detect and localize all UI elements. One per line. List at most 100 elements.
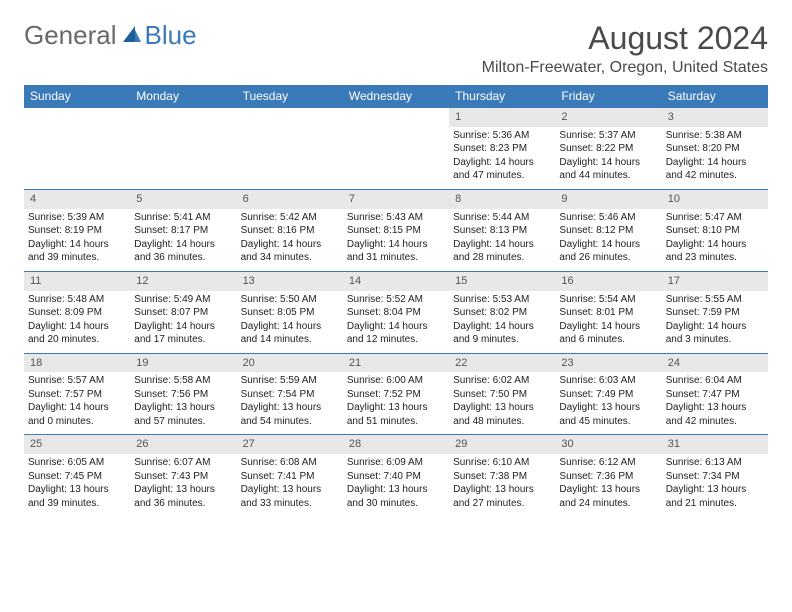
daylight-text: Daylight: 14 hours and 12 minutes. [347,320,445,347]
logo-text-blue: Blue [145,20,197,51]
weekday-header: Thursday [449,85,555,107]
daylight-text: Daylight: 14 hours and 39 minutes. [28,238,126,265]
day-cell: 13 Sunrise: 5:50 AMSunset: 8:05 PMDayligh… [237,272,343,353]
sunset-text: Sunset: 8:10 PM [666,224,764,238]
day-body: Sunrise: 5:52 AMSunset: 8:04 PMDaylight:… [343,293,449,347]
calendar: SundayMondayTuesdayWednesdayThursdayFrid… [24,85,768,516]
sunrise-text: Sunrise: 6:10 AM [453,456,551,470]
day-number: 4 [24,190,130,209]
daylight-text: Daylight: 13 hours and 57 minutes. [134,401,232,428]
sunrise-text: Sunrise: 5:55 AM [666,293,764,307]
daylight-text: Daylight: 13 hours and 42 minutes. [666,401,764,428]
day-body: Sunrise: 6:12 AMSunset: 7:36 PMDaylight:… [555,456,661,510]
day-cell: 5Sunrise: 5:41 AMSunset: 8:17 PMDaylight… [130,190,236,271]
day-cell: 7Sunrise: 5:43 AMSunset: 8:15 PMDaylight… [343,190,449,271]
sunset-text: Sunset: 7:43 PM [134,470,232,484]
day-body: Sunrise: 6:08 AMSunset: 7:41 PMDaylight:… [237,456,343,510]
sunset-text: Sunset: 8:09 PM [28,306,126,320]
daylight-text: Daylight: 14 hours and 44 minutes. [559,156,657,183]
daylight-text: Daylight: 14 hours and 17 minutes. [134,320,232,347]
logo-sail-icon [121,20,143,51]
daylight-text: Daylight: 14 hours and 42 minutes. [666,156,764,183]
sunrise-text: Sunrise: 6:03 AM [559,374,657,388]
day-body: Sunrise: 5:37 AMSunset: 8:22 PMDaylight:… [555,129,661,183]
sunset-text: Sunset: 8:17 PM [134,224,232,238]
day-cell: 8Sunrise: 5:44 AMSunset: 8:13 PMDaylight… [449,190,555,271]
sunset-text: Sunset: 8:02 PM [453,306,551,320]
daylight-text: Daylight: 14 hours and 0 minutes. [28,401,126,428]
day-number: 16 [555,272,661,291]
day-cell: 30Sunrise: 6:12 AMSunset: 7:36 PMDayligh… [555,435,661,516]
day-number: 27 [237,435,343,454]
day-cell: 21Sunrise: 6:00 AMSunset: 7:52 PMDayligh… [343,354,449,435]
daylight-text: Daylight: 14 hours and 31 minutes. [347,238,445,265]
day-body: Sunrise: 6:07 AMSunset: 7:43 PMDaylight:… [130,456,236,510]
day-body: Sunrise: 5:55 AMSunset: 7:59 PMDaylight:… [662,293,768,347]
day-cell: 23Sunrise: 6:03 AMSunset: 7:49 PMDayligh… [555,354,661,435]
sunrise-text: Sunrise: 5:53 AM [453,293,551,307]
day-number: 31 [662,435,768,454]
sunset-text: Sunset: 8:01 PM [559,306,657,320]
daylight-text: Daylight: 13 hours and 24 minutes. [559,483,657,510]
sunset-text: Sunset: 8:20 PM [666,142,764,156]
daylight-text: Daylight: 13 hours and 48 minutes. [453,401,551,428]
day-body: Sunrise: 5:53 AMSunset: 8:02 PMDaylight:… [449,293,555,347]
day-body: Sunrise: 6:00 AMSunset: 7:52 PMDaylight:… [343,374,449,428]
day-number: 19 [130,354,236,373]
sunrise-text: Sunrise: 5:57 AM [28,374,126,388]
sunrise-text: Sunrise: 5:43 AM [347,211,445,225]
title-block: August 2024 Milton-Freewater, Oregon, Un… [482,20,768,77]
day-cell [343,108,449,189]
day-number: 13 [237,272,343,291]
daylight-text: Daylight: 14 hours and 9 minutes. [453,320,551,347]
sunrise-text: Sunrise: 6:00 AM [347,374,445,388]
day-body: Sunrise: 6:10 AMSunset: 7:38 PMDaylight:… [449,456,555,510]
daylight-text: Daylight: 13 hours and 45 minutes. [559,401,657,428]
day-cell: 28Sunrise: 6:09 AMSunset: 7:40 PMDayligh… [343,435,449,516]
sunset-text: Sunset: 8:05 PM [241,306,339,320]
sunset-text: Sunset: 7:40 PM [347,470,445,484]
sunset-text: Sunset: 8:07 PM [134,306,232,320]
day-number: 26 [130,435,236,454]
sunrise-text: Sunrise: 5:42 AM [241,211,339,225]
sunrise-text: Sunrise: 6:08 AM [241,456,339,470]
day-body: Sunrise: 5:58 AMSunset: 7:56 PMDaylight:… [130,374,236,428]
day-cell: 18Sunrise: 5:57 AMSunset: 7:57 PMDayligh… [24,354,130,435]
daylight-text: Daylight: 14 hours and 28 minutes. [453,238,551,265]
day-body: Sunrise: 5:39 AMSunset: 8:19 PMDaylight:… [24,211,130,265]
sunset-text: Sunset: 8:13 PM [453,224,551,238]
sunrise-text: Sunrise: 5:52 AM [347,293,445,307]
day-cell: 25Sunrise: 6:05 AMSunset: 7:45 PMDayligh… [24,435,130,516]
daylight-text: Daylight: 14 hours and 26 minutes. [559,238,657,265]
day-cell: 6Sunrise: 5:42 AMSunset: 8:16 PMDaylight… [237,190,343,271]
sunrise-text: Sunrise: 5:59 AM [241,374,339,388]
day-number: 17 [662,272,768,291]
sunset-text: Sunset: 7:45 PM [28,470,126,484]
weekday-header-row: SundayMondayTuesdayWednesdayThursdayFrid… [24,85,768,107]
sunset-text: Sunset: 7:59 PM [666,306,764,320]
weekday-header: Friday [555,85,661,107]
sunrise-text: Sunrise: 5:54 AM [559,293,657,307]
day-body: Sunrise: 5:48 AMSunset: 8:09 PMDaylight:… [24,293,130,347]
sunset-text: Sunset: 7:47 PM [666,388,764,402]
daylight-text: Daylight: 14 hours and 20 minutes. [28,320,126,347]
day-body: Sunrise: 5:50 AMSunset: 8:05 PMDaylight:… [237,293,343,347]
sunset-text: Sunset: 7:52 PM [347,388,445,402]
sunset-text: Sunset: 7:54 PM [241,388,339,402]
sunrise-text: Sunrise: 5:37 AM [559,129,657,143]
daylight-text: Daylight: 14 hours and 34 minutes. [241,238,339,265]
sunset-text: Sunset: 7:38 PM [453,470,551,484]
day-body: Sunrise: 5:44 AMSunset: 8:13 PMDaylight:… [449,211,555,265]
day-cell: 24Sunrise: 6:04 AMSunset: 7:47 PMDayligh… [662,354,768,435]
week-row: 25Sunrise: 6:05 AMSunset: 7:45 PMDayligh… [24,434,768,516]
sunset-text: Sunset: 8:22 PM [559,142,657,156]
sunset-text: Sunset: 8:23 PM [453,142,551,156]
sunset-text: Sunset: 7:41 PM [241,470,339,484]
day-body: Sunrise: 6:02 AMSunset: 7:50 PMDaylight:… [449,374,555,428]
day-cell: 1Sunrise: 5:36 AMSunset: 8:23 PMDaylight… [449,108,555,189]
sunset-text: Sunset: 8:19 PM [28,224,126,238]
sunrise-text: Sunrise: 5:44 AM [453,211,551,225]
day-number: 12 [130,272,236,291]
sunrise-text: Sunrise: 5:38 AM [666,129,764,143]
sunrise-text: Sunrise: 5:39 AM [28,211,126,225]
